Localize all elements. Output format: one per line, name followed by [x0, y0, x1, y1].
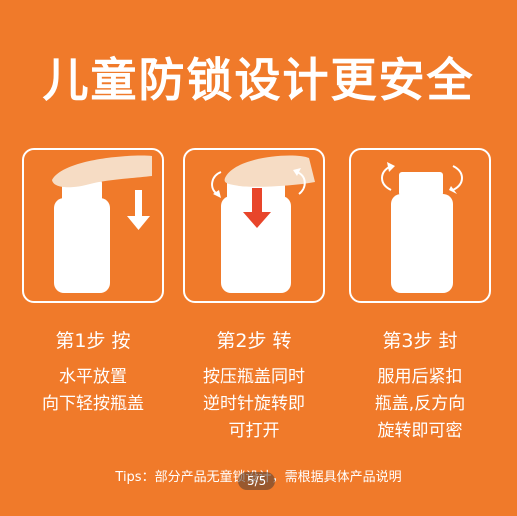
step1-illustration [22, 148, 164, 303]
rotate-cw-icon [381, 162, 463, 194]
step2-label: 第2步 转 [216, 330, 292, 352]
page-indicator: 5/5 [238, 472, 276, 490]
bottle-body [54, 198, 110, 293]
down-arrow-icon [243, 188, 271, 228]
step2-desc-line: 逆时针旋转即 [203, 394, 305, 414]
step3-label: 第3步 封 [382, 330, 458, 352]
hand-icon [224, 155, 315, 187]
rotate-ccw-icon [211, 168, 306, 198]
step2-illustration [183, 148, 325, 303]
step2-description: 按压瓶盖同时 逆时针旋转即 可打开 [183, 364, 325, 445]
step3-description: 服用后紧扣 瓶盖,反方向 旋转即可密 [349, 364, 491, 445]
step3-desc-line: 旋转即可密 [377, 421, 463, 441]
step2-desc-line: 可打开 [228, 421, 280, 441]
page-title: 儿童防锁设计更安全 [42, 53, 475, 107]
step3-desc-line: 瓶盖,反方向 [374, 394, 466, 414]
step2-desc-line: 按压瓶盖同时 [203, 367, 305, 387]
step3-desc-line: 服用后紧扣 [377, 367, 463, 387]
down-arrow-icon [127, 190, 150, 230]
step3-illustration [349, 148, 491, 303]
step1-label: 第1步 按 [55, 330, 131, 352]
step1-description: 水平放置 向下轻按瓶盖 [22, 364, 164, 418]
hand-icon [52, 155, 152, 188]
step1-desc-line: 水平放置 [59, 367, 127, 387]
step1-desc-line: 向下轻按瓶盖 [42, 394, 144, 414]
